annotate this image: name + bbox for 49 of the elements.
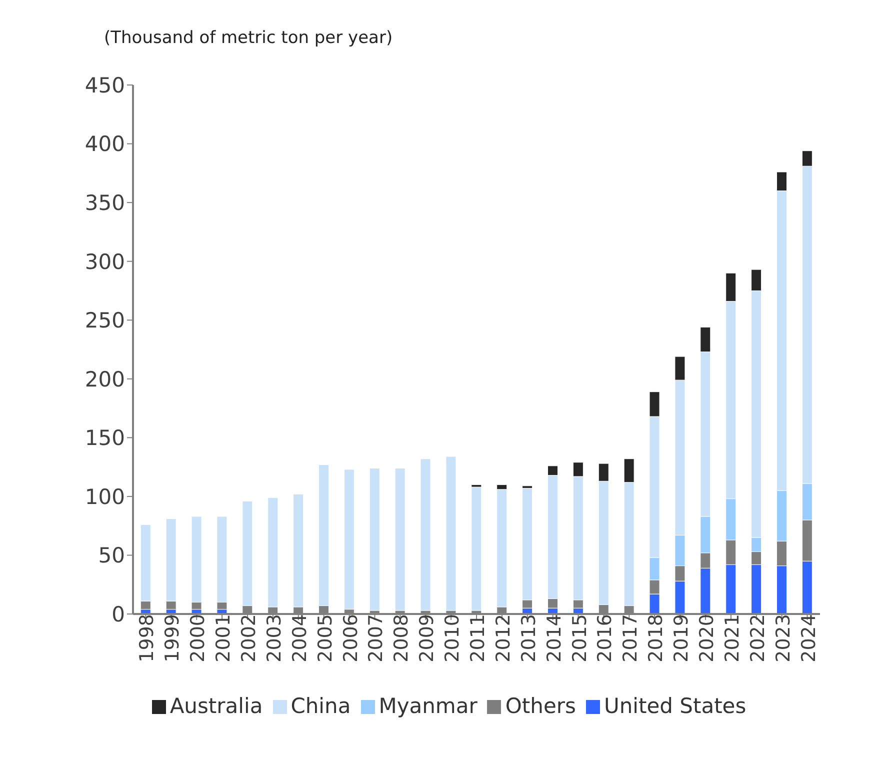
x-tick-label: 2006 [340, 614, 362, 662]
x-tick-label: 2001 [212, 614, 235, 662]
x-tick-label: 2014 [543, 614, 566, 662]
x-tick-label: 2015 [568, 614, 591, 662]
y-tick-label: 50 [98, 544, 125, 568]
y-tick-label: 250 [84, 308, 125, 333]
x-tick-label: 2017 [620, 614, 642, 662]
x-tick-label: 2002 [238, 614, 260, 662]
x-tick-label: 2000 [187, 614, 210, 662]
y-tick-label: 0 [112, 602, 125, 626]
y-tick-label: 350 [84, 191, 125, 216]
x-tick-label: 2004 [288, 614, 311, 662]
bar [471, 486, 482, 611]
y-axis-title: (Thousand of metric ton per year) [104, 28, 393, 48]
legend-label: United States [604, 694, 746, 718]
x-tick-label: 1998 [136, 614, 158, 662]
x-tick-label: 2023 [772, 614, 794, 662]
legend-label: Others [505, 694, 576, 718]
x-tick-label: 2009 [416, 614, 438, 662]
x-tick-label: 2008 [390, 614, 413, 662]
x-tick-label: 2003 [263, 614, 286, 662]
x-tick-label: 2010 [442, 614, 464, 662]
x-tick-label: 2013 [518, 614, 540, 662]
bar [420, 458, 431, 611]
y-tick-label: 450 [84, 73, 125, 98]
x-tick-label: 2007 [365, 614, 388, 662]
x-tick-label: 2020 [696, 614, 718, 662]
y-tick-label: 100 [84, 484, 125, 509]
bar [369, 468, 380, 611]
x-tick-label: 2016 [594, 614, 616, 662]
x-tick-label: 2021 [721, 614, 744, 662]
bar [344, 469, 354, 610]
x-tick-label: 2019 [670, 614, 693, 662]
bar [394, 468, 406, 611]
legend-label: Myanmar [378, 694, 478, 718]
x-tick-label: 2012 [492, 614, 514, 662]
y-tick-label: 400 [84, 132, 125, 156]
x-tick-label: 1999 [162, 614, 184, 662]
legend-label: China [290, 694, 351, 718]
x-tick-label: 2022 [746, 614, 769, 662]
bar [446, 456, 456, 611]
x-tick-label: 2018 [645, 614, 668, 662]
y-tick-label: 300 [84, 250, 125, 274]
x-tick-label: 2024 [798, 614, 820, 662]
y-tick-label: 150 [84, 426, 125, 450]
y-tick-label: 200 [84, 367, 125, 392]
x-tick-label: 2011 [466, 614, 489, 662]
x-tick-label: 2005 [314, 614, 336, 662]
legend-label: Australia [170, 694, 263, 718]
